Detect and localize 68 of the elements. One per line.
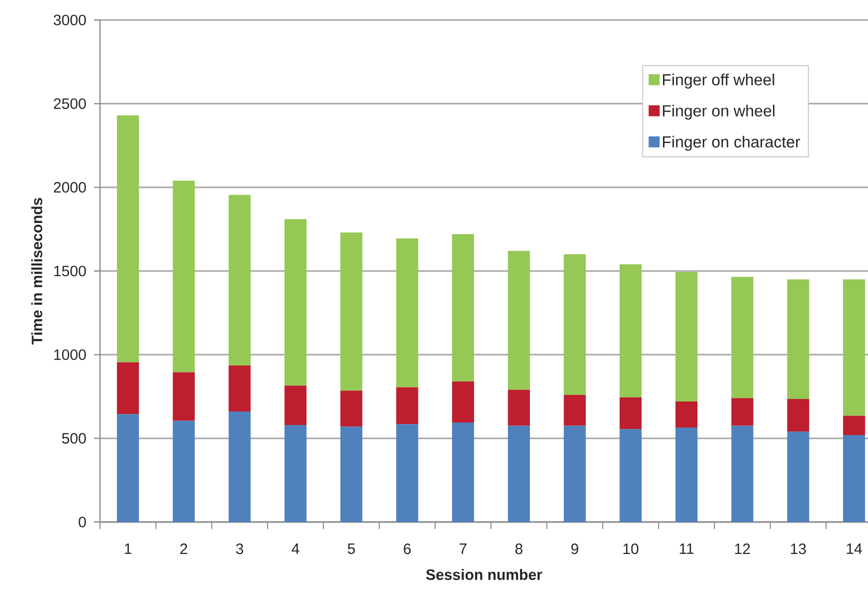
bar [116,414,139,522]
y-tick-label: 3000 [54,14,86,26]
bar [228,412,251,522]
x-tick-label: 10 [623,544,638,554]
bar [172,372,195,421]
bar [731,276,754,398]
y-tick-label: 2000 [54,182,86,193]
bar [564,254,586,395]
bar [172,180,195,372]
bar [508,426,530,522]
bar [396,238,418,388]
bar [564,426,586,522]
x-tick-label: 13 [790,544,806,554]
bar [787,432,810,522]
x-tick-label: 7 [460,544,466,554]
x-tick-label: 11 [680,544,694,554]
bar [675,402,698,428]
bar [452,381,474,422]
bar [172,420,195,522]
bar [843,416,866,435]
bar [452,234,474,382]
x-tick-label: 2 [180,544,188,554]
bar [620,397,642,430]
legend-label: Finger on wheel [662,104,774,120]
bar [340,426,362,522]
x-tick-label: 3 [236,544,244,554]
bar [731,398,754,426]
x-tick-label: 8 [515,544,522,554]
bar [620,264,642,398]
bar [396,387,418,424]
bar [396,424,418,522]
y-tick-label: 500 [62,433,86,444]
legend-label: Finger on character [662,136,800,151]
bar [675,427,698,522]
bar [787,399,810,432]
bar [843,434,866,522]
bar [284,386,306,425]
y-axis-title: Time in milliseconds [31,198,42,344]
x-axis-title: Session number [426,568,542,580]
bar [508,390,530,426]
x-tick-label: 1 [124,544,132,554]
x-tick-label: 4 [292,544,300,554]
bar [340,232,362,391]
bar [340,390,362,427]
x-tick-label: 12 [735,544,750,554]
x-tick-label: 14 [846,544,862,554]
x-tick-label: 5 [348,544,355,554]
bar [116,115,139,362]
y-tick-label: 1500 [54,266,86,276]
x-tick-label: 9 [571,544,578,554]
bar [228,366,251,412]
y-tick-label: 2500 [54,98,86,109]
y-tick-label: 1000 [54,349,86,360]
bar [116,362,139,414]
bar [284,424,306,522]
bar [731,426,754,522]
bar [452,422,474,522]
bar [620,429,642,522]
bar [787,279,810,400]
bar [843,279,866,416]
bar [508,250,530,390]
bar [284,219,306,386]
bar [228,194,251,366]
x-tick-label: 6 [404,544,411,554]
y-tick-label: 0 [78,516,86,528]
bar [675,272,698,402]
legend-label: Finger off wheel [662,74,774,89]
bar [564,394,586,426]
